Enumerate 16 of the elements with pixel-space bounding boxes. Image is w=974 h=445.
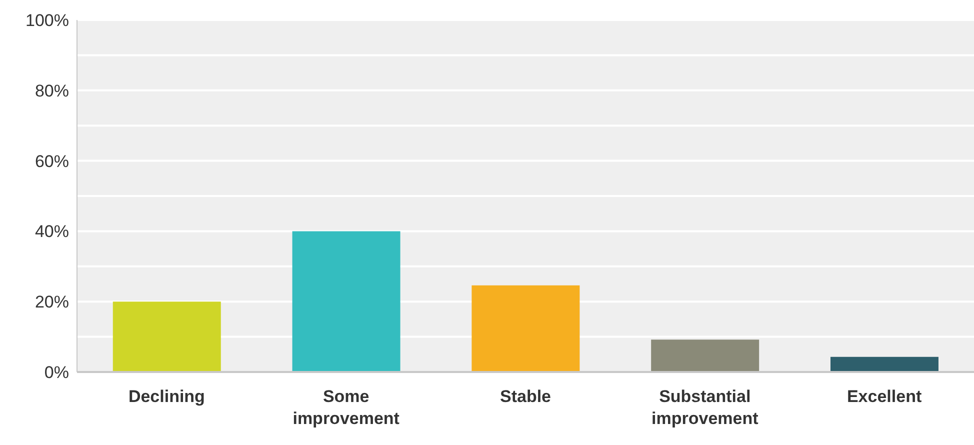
- y-tick-label: 40%: [34, 222, 69, 242]
- bar: [472, 285, 580, 372]
- x-tick-label: Stable: [500, 387, 552, 406]
- x-tick-label: Excellent: [846, 387, 922, 406]
- bar: [292, 231, 400, 372]
- x-tick-label: Declining: [128, 387, 205, 406]
- bar: [112, 302, 221, 372]
- y-tick-label: 80%: [34, 81, 69, 100]
- y-tick-label: 60%: [34, 152, 69, 171]
- x-tick-label: Substantial improvement: [652, 387, 759, 428]
- y-tick-label: 0%: [44, 363, 69, 382]
- y-tick-label: 20%: [34, 292, 69, 312]
- y-tick-label: 100%: [26, 11, 69, 30]
- x-tick-label: Some improvement: [292, 387, 400, 428]
- bar: [830, 356, 938, 372]
- bar: [651, 340, 760, 372]
